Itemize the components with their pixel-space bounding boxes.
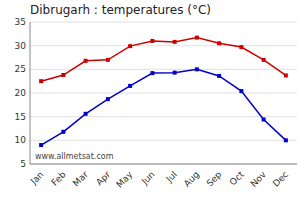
- marker: [106, 58, 110, 62]
- marker: [106, 97, 110, 101]
- grid-line: [30, 22, 297, 23]
- grid-line: [30, 45, 297, 46]
- x-tick-label: Jan: [28, 169, 46, 187]
- marker: [217, 74, 221, 78]
- marker: [284, 73, 288, 77]
- marker: [262, 118, 266, 122]
- marker: [239, 89, 243, 93]
- marker: [84, 112, 88, 116]
- marker: [128, 44, 132, 48]
- x-tick-label: Sep: [204, 169, 223, 188]
- marker: [262, 58, 266, 62]
- x-tick-label: Jun: [139, 169, 157, 187]
- x-tick-label: Mar: [71, 169, 90, 188]
- series-line: [41, 69, 286, 145]
- y-tick-label: 25: [15, 64, 26, 74]
- marker: [84, 59, 88, 63]
- plot-area: [39, 36, 288, 147]
- grid-line: [30, 116, 297, 117]
- grid-line: [30, 93, 297, 94]
- x-tick-label: Nov: [249, 169, 269, 189]
- y-tick-label: 5: [20, 159, 26, 169]
- y-tick-label: 30: [15, 41, 27, 51]
- grid-line: [30, 164, 297, 165]
- marker: [128, 84, 132, 88]
- y-axis: [30, 22, 31, 164]
- marker: [195, 36, 199, 40]
- x-axis: [30, 164, 297, 165]
- x-tick-label: Oct: [228, 169, 246, 187]
- marker: [217, 41, 221, 45]
- marker: [39, 143, 43, 147]
- x-tick-label: Apr: [94, 169, 112, 187]
- y-tick-label: 20: [15, 88, 27, 98]
- watermark: www.allmetsat.com: [35, 152, 114, 161]
- title: Dibrugarh : temperatures (°C): [30, 3, 211, 17]
- marker: [61, 73, 65, 77]
- y-tick-label: 35: [15, 17, 26, 27]
- grid-line: [30, 140, 297, 141]
- grid-line: [30, 69, 297, 70]
- x-tick-label: Jul: [164, 169, 179, 184]
- marker: [195, 67, 199, 71]
- marker: [173, 40, 177, 44]
- marker: [150, 71, 154, 75]
- x-tick-label: Feb: [49, 169, 68, 188]
- x-tick-label: May: [114, 169, 135, 190]
- series-line: [41, 38, 286, 82]
- y-tick-label: 10: [15, 135, 27, 145]
- marker: [173, 71, 177, 75]
- marker: [39, 79, 43, 83]
- marker: [239, 45, 243, 49]
- y-tick-label: 15: [15, 112, 26, 122]
- chart: 5 10 15 20 25 30 35 JanFebMarAprMayJun JulAugSep…: [0, 0, 305, 200]
- x-tick-label: Dec: [271, 169, 290, 188]
- marker: [61, 130, 65, 134]
- marker: [150, 39, 154, 43]
- marker: [284, 138, 288, 142]
- x-tick-label: Aug: [182, 169, 202, 189]
